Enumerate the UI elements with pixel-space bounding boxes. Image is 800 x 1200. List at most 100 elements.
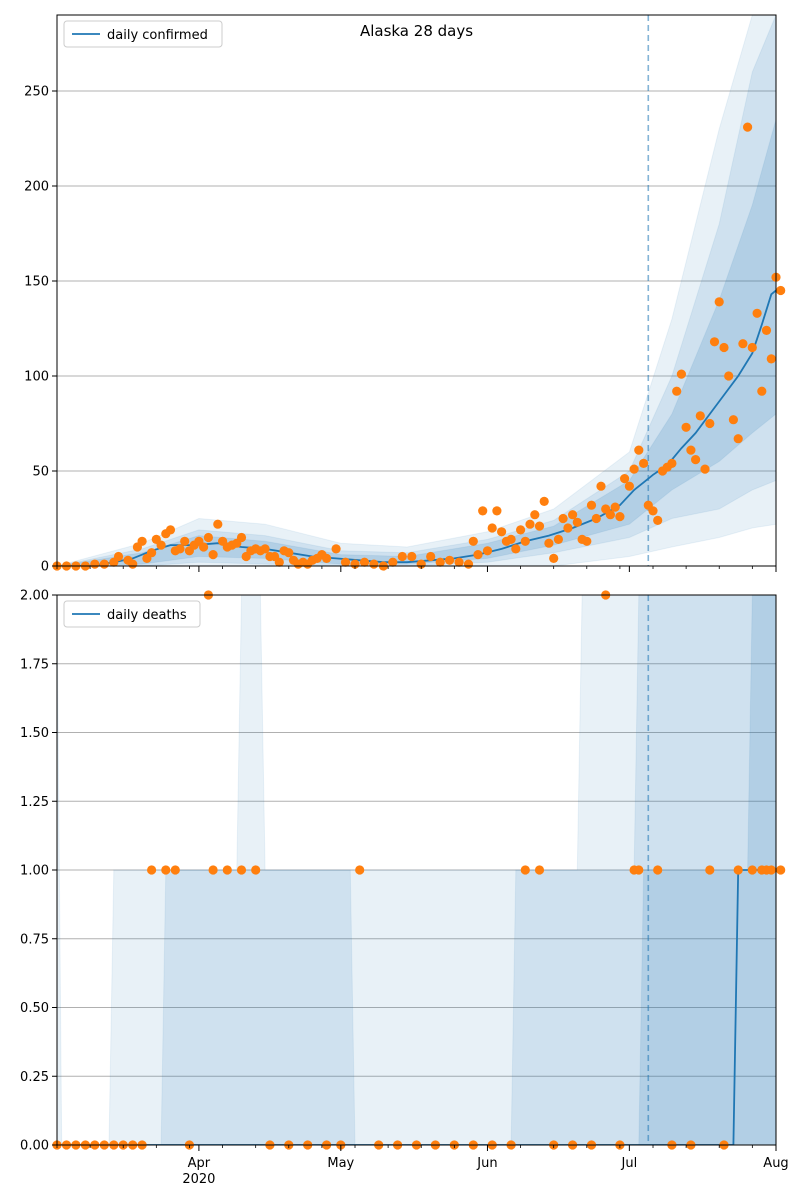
confirmed-data-point-93 [596, 481, 606, 491]
confirmed-band-1 [57, 15, 776, 566]
deaths-data-point-17 [236, 865, 247, 875]
confirmed-data-point-61 [426, 551, 436, 562]
confirmed-data-point-55 [369, 559, 379, 569]
confirmed-data-point-99 [624, 481, 635, 491]
confirmed-data-point-127 [757, 386, 767, 396]
confirmed-data-point-123 [738, 339, 748, 349]
confirmed-data-point-118 [714, 297, 724, 307]
deaths-data-point-11 [161, 865, 171, 875]
confirmed-data-point-100 [629, 464, 639, 474]
confirmed-data-point-98 [620, 474, 630, 484]
confirmed-data-point-109 [672, 386, 682, 396]
confirmed-data-point-62 [435, 557, 445, 567]
chart-title: Alaska 28 days [360, 22, 473, 40]
deaths-ytick-label-6: 1.50 [20, 726, 49, 741]
deaths-ytick-label-2: 0.50 [20, 1001, 49, 1016]
deaths-ytick-label-5: 1.25 [20, 795, 49, 810]
deaths-data-point-10 [147, 865, 157, 875]
deaths-data-point-48 [747, 865, 757, 875]
confirmed-data-point-58 [397, 551, 407, 562]
deaths-ytick-label-4: 1.00 [20, 864, 49, 879]
confirmed-data-point-111 [681, 422, 691, 432]
deaths-data-point-16 [222, 865, 232, 875]
deaths-data-point-18 [251, 865, 261, 875]
confirmed-data-point-79 [530, 510, 540, 520]
confirmed-data-point-52 [340, 557, 351, 567]
confirmed-data-point-131 [776, 285, 786, 296]
deaths-ytick-label-7: 1.75 [20, 657, 49, 672]
confirmed-data-point-97 [615, 511, 625, 522]
confirmed-data-point-59 [407, 551, 417, 562]
confirmed-data-point-72 [497, 527, 507, 537]
deaths-axes: 0.00 0.25 0.50 0.75 1.00 1.25 1.50 1.75 2.00 Apr2… [20, 589, 789, 1188]
confirmed-data-point-85 [558, 513, 568, 524]
confirmed-data-point-17 [165, 525, 176, 535]
confirmed-data-point-91 [586, 500, 597, 510]
confirmed-data-point-40 [274, 557, 284, 567]
confirmed-data-point-67 [473, 550, 483, 560]
confirmed-data-point-76 [516, 525, 526, 535]
confirmed-data-point-92 [591, 513, 601, 524]
confirmed-data-point-11 [137, 536, 147, 546]
deaths-xtick-label-4: Aug [763, 1156, 788, 1171]
confirmed-data-point-128 [761, 325, 772, 335]
confirmed-ytick-label-0: 0 [41, 560, 49, 575]
confirmed-data-point-104 [648, 506, 658, 516]
confirmed-data-point-63 [445, 555, 455, 565]
confirmed-data-point-69 [482, 546, 493, 556]
deaths-band-2 [57, 595, 776, 1145]
confirmed-data-point-78 [525, 519, 535, 529]
deaths-data-point-34 [534, 865, 545, 875]
deaths-ytick-label-1: 0.25 [20, 1070, 49, 1085]
confirmed-data-point-108 [667, 458, 677, 468]
deaths-data-point-33 [520, 865, 530, 875]
confirmed-data-point-125 [747, 342, 757, 353]
confirmed-data-point-19 [175, 544, 185, 554]
confirmed-data-point-105 [653, 515, 663, 526]
confirmed-data-point-114 [695, 411, 705, 421]
confirmed-data-point-65 [463, 559, 474, 569]
confirmed-data-point-101 [634, 445, 644, 455]
deaths-legend-label: daily deaths [107, 608, 187, 623]
confirmed-data-point-66 [468, 536, 478, 546]
confirmed-data-point-117 [709, 337, 720, 347]
confirmed-data-point-90 [582, 536, 592, 546]
deaths-data-point-52 [776, 865, 786, 875]
confirmed-data-point-26 [208, 550, 218, 560]
confirmed-legend: daily confirmed [63, 20, 223, 48]
confirmed-data-point-129 [766, 354, 776, 364]
confirmed-data-point-7 [113, 551, 124, 562]
deaths-scatter-points [52, 590, 786, 1150]
confirmed-data-point-84 [553, 534, 564, 545]
deaths-data-point-12 [170, 865, 180, 875]
confirmed-data-point-25 [203, 532, 213, 543]
deaths-series-line [57, 869, 776, 1145]
confirmed-data-point-112 [686, 445, 696, 455]
confirmed-data-point-54 [359, 557, 370, 567]
confirmed-data-point-83 [549, 553, 559, 564]
confirmed-legend-box [63, 20, 223, 48]
confirmed-data-point-124 [743, 122, 753, 132]
confirmed-data-point-5 [99, 559, 109, 569]
deaths-uncertainty-bands [57, 595, 776, 1145]
confirmed-axes-frame [56, 14, 777, 567]
confirmed-data-point-110 [676, 369, 687, 379]
deaths-data-point-41 [634, 865, 644, 875]
confirmed-data-point-87 [568, 510, 578, 520]
confirmed-ytick-label-1: 50 [32, 465, 49, 480]
confirmed-data-point-68 [478, 506, 488, 516]
confirmed-data-point-32 [236, 532, 247, 543]
confirmed-ytick-label-5: 250 [24, 85, 49, 100]
deaths-band-0 [57, 595, 776, 1145]
confirmed-ytick-label-4: 200 [24, 180, 49, 195]
deaths-ytick-label-8: 2.00 [20, 589, 49, 604]
confirmed-data-point-96 [610, 502, 620, 512]
confirmed-data-point-64 [454, 557, 464, 567]
confirmed-data-point-50 [322, 553, 332, 564]
confirmed-data-point-113 [691, 455, 701, 465]
confirmed-data-point-24 [199, 542, 209, 552]
deaths-data-point-47 [733, 865, 743, 875]
confirmed-data-point-51 [331, 544, 341, 554]
